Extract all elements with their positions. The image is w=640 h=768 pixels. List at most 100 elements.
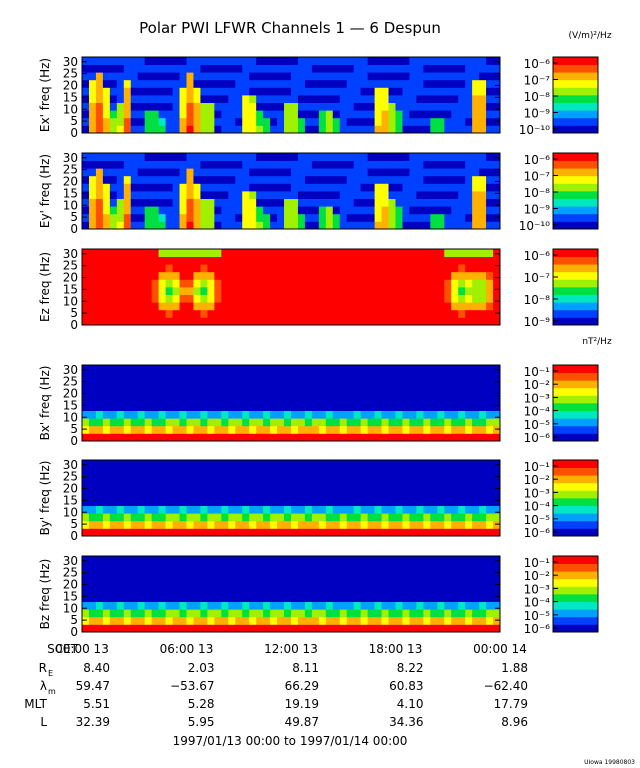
spectrogram-cell [277,271,285,280]
spectrogram-cell [346,616,355,625]
spectrogram-cell [493,198,501,207]
spectrogram-cell [318,302,327,311]
spectrogram-cell [214,578,222,587]
spectrogram-cell [465,460,473,468]
colorbar-frame [552,555,599,633]
spectrogram-cell [165,482,173,491]
spectrogram-cell [493,95,501,103]
spectrogram-cell [465,571,473,580]
spectrogram-cell [486,513,494,522]
spectrogram-cell [193,294,201,303]
spectrogram-cell [332,403,341,411]
spectrogram-cell [249,433,257,442]
spectrogram-cell [325,221,334,230]
spectrogram-cell [423,213,431,222]
spectrogram-cell [374,624,382,633]
spectrogram-cell [339,513,348,522]
spectrogram-cell [144,317,153,326]
spectrogram-cell [109,294,118,303]
spectrogram-cell [221,206,229,215]
spectrogram-cell [144,102,153,111]
spectrogram-cell [430,256,438,265]
spectrogram-cell [430,528,438,537]
spectrogram-cell [158,160,166,169]
spectrogram-cell [423,505,431,514]
spectrogram-cell [444,418,452,427]
spectrogram-cell [304,513,313,522]
spectrogram-cell [186,256,194,265]
spectrogram-cell [458,221,466,230]
spectrogram-cell [395,380,403,389]
spectrogram-cell [325,578,334,587]
spectrogram-cell [165,460,173,468]
spectrogram-cell [388,380,396,389]
colorbar-swatch [553,460,598,468]
spectrogram-cell [277,72,285,81]
y-axis-label: Ey' freq (Hz) [38,154,52,228]
spectrogram-cell [263,460,271,468]
spectrogram-cell [325,264,334,273]
spectrogram-cell [137,87,146,96]
spectrogram-cell [207,578,215,587]
spectrogram-cell [402,249,410,257]
spectrogram-cell [353,294,362,303]
spectrogram-cell [311,175,320,184]
spectrogram-cell [339,294,348,303]
spectrogram-cell [388,418,396,427]
spectrogram-cell [144,79,153,88]
spectrogram-cell [332,309,341,318]
ephemeris-row-sublabel: m [48,687,56,696]
spectrogram-cell [123,563,132,572]
spectrogram-cell [144,571,153,580]
spectrogram-cell [409,198,417,207]
spectrogram-cell [291,498,299,506]
spectrogram-cell [165,249,173,257]
spectrogram-cell [374,206,382,215]
spectrogram-cell [284,256,292,265]
spectrogram-cell [270,528,278,537]
spectrogram-cell [437,365,445,373]
spectrogram-cell [479,87,487,96]
spectrogram-cell [284,403,292,411]
spectrogram-cell [318,271,327,280]
spectrogram-cell [193,191,201,199]
spectrogram-cell [346,556,355,564]
spectrogram-cell [200,256,208,265]
spectrogram-cell [186,418,194,427]
spectrogram-cell [437,482,445,491]
spectrogram-cell [123,594,132,602]
spectrogram-cell [402,221,410,230]
spectrogram-cell [437,395,445,404]
spectrogram-cell [88,528,97,537]
spectrogram-cell [130,294,139,303]
spectrogram-cell [102,624,111,633]
spectrogram-cell [172,302,180,311]
spectrogram-cell [332,578,341,587]
spectrogram-cell [437,79,445,88]
spectrogram-cell [221,616,229,625]
spectrogram-cell [465,256,473,265]
spectrogram-cell [297,249,306,257]
spectrogram-cell [221,410,229,419]
spectrogram-cell [263,168,271,177]
spectrogram-cell [123,153,132,161]
spectrogram-cell [88,198,97,207]
spectrogram-cell [256,117,264,126]
spectrogram-cell [458,153,466,161]
spectrogram-cell [214,87,222,96]
spectrogram-cell [332,601,341,610]
spectrogram-cell [311,264,320,273]
spectrogram-cell [144,609,153,618]
spectrogram-cell [172,206,180,215]
spectrogram-cell [193,372,201,381]
spectrogram-cell [409,410,417,419]
spectrogram-cell [221,624,229,633]
spectrogram-cell [381,198,389,207]
colorbar-tick-label: 10⁻⁹ [524,107,551,121]
spectrogram-cell [151,57,160,65]
spectrogram-cell [284,609,292,618]
spectrogram-cell [242,294,250,303]
spectrogram-cell [172,160,180,169]
spectrogram-cell [339,279,348,288]
spectrogram-cell [339,482,348,491]
